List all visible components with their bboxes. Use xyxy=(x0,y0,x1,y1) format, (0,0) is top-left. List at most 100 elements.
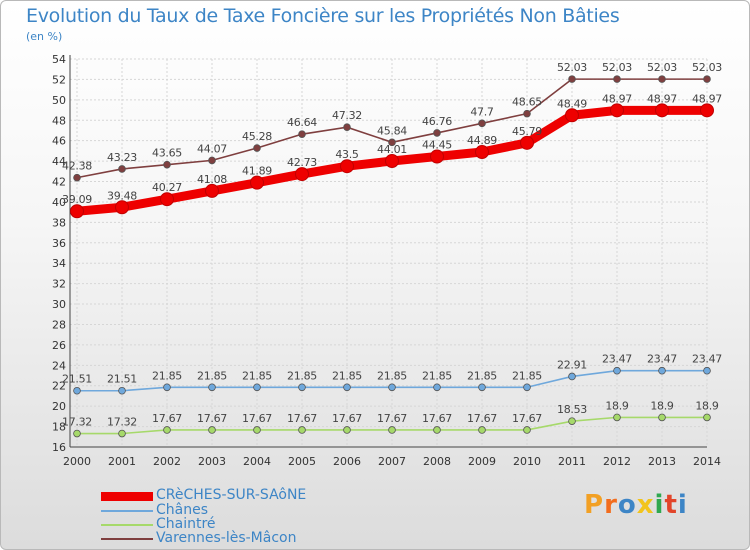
data-point-2 xyxy=(118,429,126,438)
data-point-2 xyxy=(343,426,351,434)
data-point-2 xyxy=(163,426,171,434)
x-tick-label: 2003 xyxy=(198,455,226,468)
y-tick-label: 22 xyxy=(52,380,66,393)
data-label-1: 23.47 xyxy=(602,353,632,366)
data-point-0 xyxy=(340,159,354,174)
logo-letter: P xyxy=(584,490,605,520)
data-label-2: 17.67 xyxy=(332,412,362,425)
data-point-2 xyxy=(388,426,396,434)
logo-letter: o xyxy=(617,490,637,520)
data-point-3 xyxy=(703,75,711,83)
data-label-3: 42.38 xyxy=(62,160,92,173)
data-point-0 xyxy=(115,200,129,215)
legend-label-chanes: Chânes xyxy=(156,502,209,518)
data-label-3: 44.07 xyxy=(197,142,227,155)
data-point-1 xyxy=(73,386,81,395)
legend-swatch-chanes xyxy=(101,510,153,512)
data-label-1: 23.47 xyxy=(692,353,722,366)
data-point-3 xyxy=(298,130,306,138)
data-label-2: 17.67 xyxy=(512,412,542,425)
data-point-2 xyxy=(703,413,711,422)
y-tick-label: 36 xyxy=(52,237,66,250)
data-point-3 xyxy=(433,129,441,137)
y-tick-label: 24 xyxy=(52,359,66,372)
data-label-0: 44.01 xyxy=(377,143,407,156)
y-tick-label: 44 xyxy=(52,155,66,168)
data-label-2: 18.9 xyxy=(650,399,674,412)
x-tick-label: 2009 xyxy=(468,455,496,468)
data-point-2 xyxy=(298,426,306,434)
data-point-0 xyxy=(295,167,309,182)
legend-label-creches: CRèCHES-SUR-SAôNE xyxy=(156,487,307,503)
legend-swatch-creches xyxy=(101,492,153,501)
data-point-3 xyxy=(118,165,126,173)
data-point-3 xyxy=(163,160,171,169)
data-point-3 xyxy=(523,109,531,118)
y-tick-label: 18 xyxy=(52,421,66,434)
data-point-1 xyxy=(658,366,666,375)
data-point-1 xyxy=(298,383,306,392)
data-point-3 xyxy=(73,173,81,182)
y-tick-label: 28 xyxy=(52,318,66,331)
data-label-2: 17.67 xyxy=(242,412,272,425)
data-point-1 xyxy=(568,372,576,381)
x-tick-label: 2013 xyxy=(648,455,676,468)
data-label-3: 43.23 xyxy=(107,151,137,164)
data-label-1: 21.85 xyxy=(197,369,227,382)
data-point-1 xyxy=(523,383,531,392)
data-point-3 xyxy=(658,75,666,83)
x-tick-label: 2011 xyxy=(558,455,586,468)
y-tick-label: 42 xyxy=(52,176,66,189)
data-label-0: 40.27 xyxy=(152,181,182,194)
data-label-1: 21.85 xyxy=(377,369,407,382)
data-label-3: 47.7 xyxy=(470,105,494,118)
y-tick-label: 48 xyxy=(52,114,66,127)
data-point-2 xyxy=(523,426,531,434)
y-tick-label: 30 xyxy=(52,298,66,311)
data-point-1 xyxy=(343,383,351,392)
data-point-2 xyxy=(253,426,261,434)
data-label-0: 43.5 xyxy=(335,148,359,161)
data-point-2 xyxy=(208,426,216,434)
y-tick-label: 54 xyxy=(52,53,66,66)
data-point-1 xyxy=(388,383,396,392)
data-label-2: 17.67 xyxy=(197,412,227,425)
data-label-1: 21.85 xyxy=(287,369,317,382)
data-label-2: 17.32 xyxy=(62,416,92,429)
data-point-3 xyxy=(613,75,621,83)
y-tick-label: 38 xyxy=(52,216,66,229)
data-point-3 xyxy=(343,123,351,132)
data-label-3: 45.28 xyxy=(242,130,272,143)
data-label-2: 18.9 xyxy=(695,399,719,412)
data-label-1: 21.85 xyxy=(422,369,452,382)
data-point-1 xyxy=(118,386,126,395)
x-tick-label: 2002 xyxy=(153,455,181,468)
data-point-0 xyxy=(70,204,84,219)
x-tick-label: 2001 xyxy=(108,455,136,468)
data-point-3 xyxy=(253,144,261,152)
data-point-1 xyxy=(433,383,441,392)
data-label-1: 21.51 xyxy=(107,373,137,386)
data-label-0: 39.09 xyxy=(62,193,92,206)
data-point-0 xyxy=(250,175,264,190)
data-label-1: 21.51 xyxy=(62,373,92,386)
y-axis-unit: (en %) xyxy=(26,30,63,43)
data-point-0 xyxy=(610,103,624,118)
data-point-2 xyxy=(478,426,486,434)
legend-label-chaintre: Chaintré xyxy=(156,516,216,532)
logo-letter: t xyxy=(664,490,678,520)
data-label-3: 52.03 xyxy=(557,61,587,74)
data-label-3: 52.03 xyxy=(647,61,677,74)
data-point-1 xyxy=(478,383,486,392)
x-tick-label: 2012 xyxy=(603,455,631,468)
data-point-0 xyxy=(385,154,399,169)
data-point-1 xyxy=(163,383,171,392)
chart-title: Evolution du Taux de Taxe Foncière sur l… xyxy=(26,5,620,27)
data-label-1: 21.85 xyxy=(152,369,182,382)
data-point-0 xyxy=(520,135,534,150)
data-label-2: 17.67 xyxy=(422,412,452,425)
legend-label-varennes: Varennes-lès-Mâcon xyxy=(156,530,297,546)
legend-swatch-chaintre xyxy=(101,524,153,526)
logo-letter: i xyxy=(654,490,665,520)
